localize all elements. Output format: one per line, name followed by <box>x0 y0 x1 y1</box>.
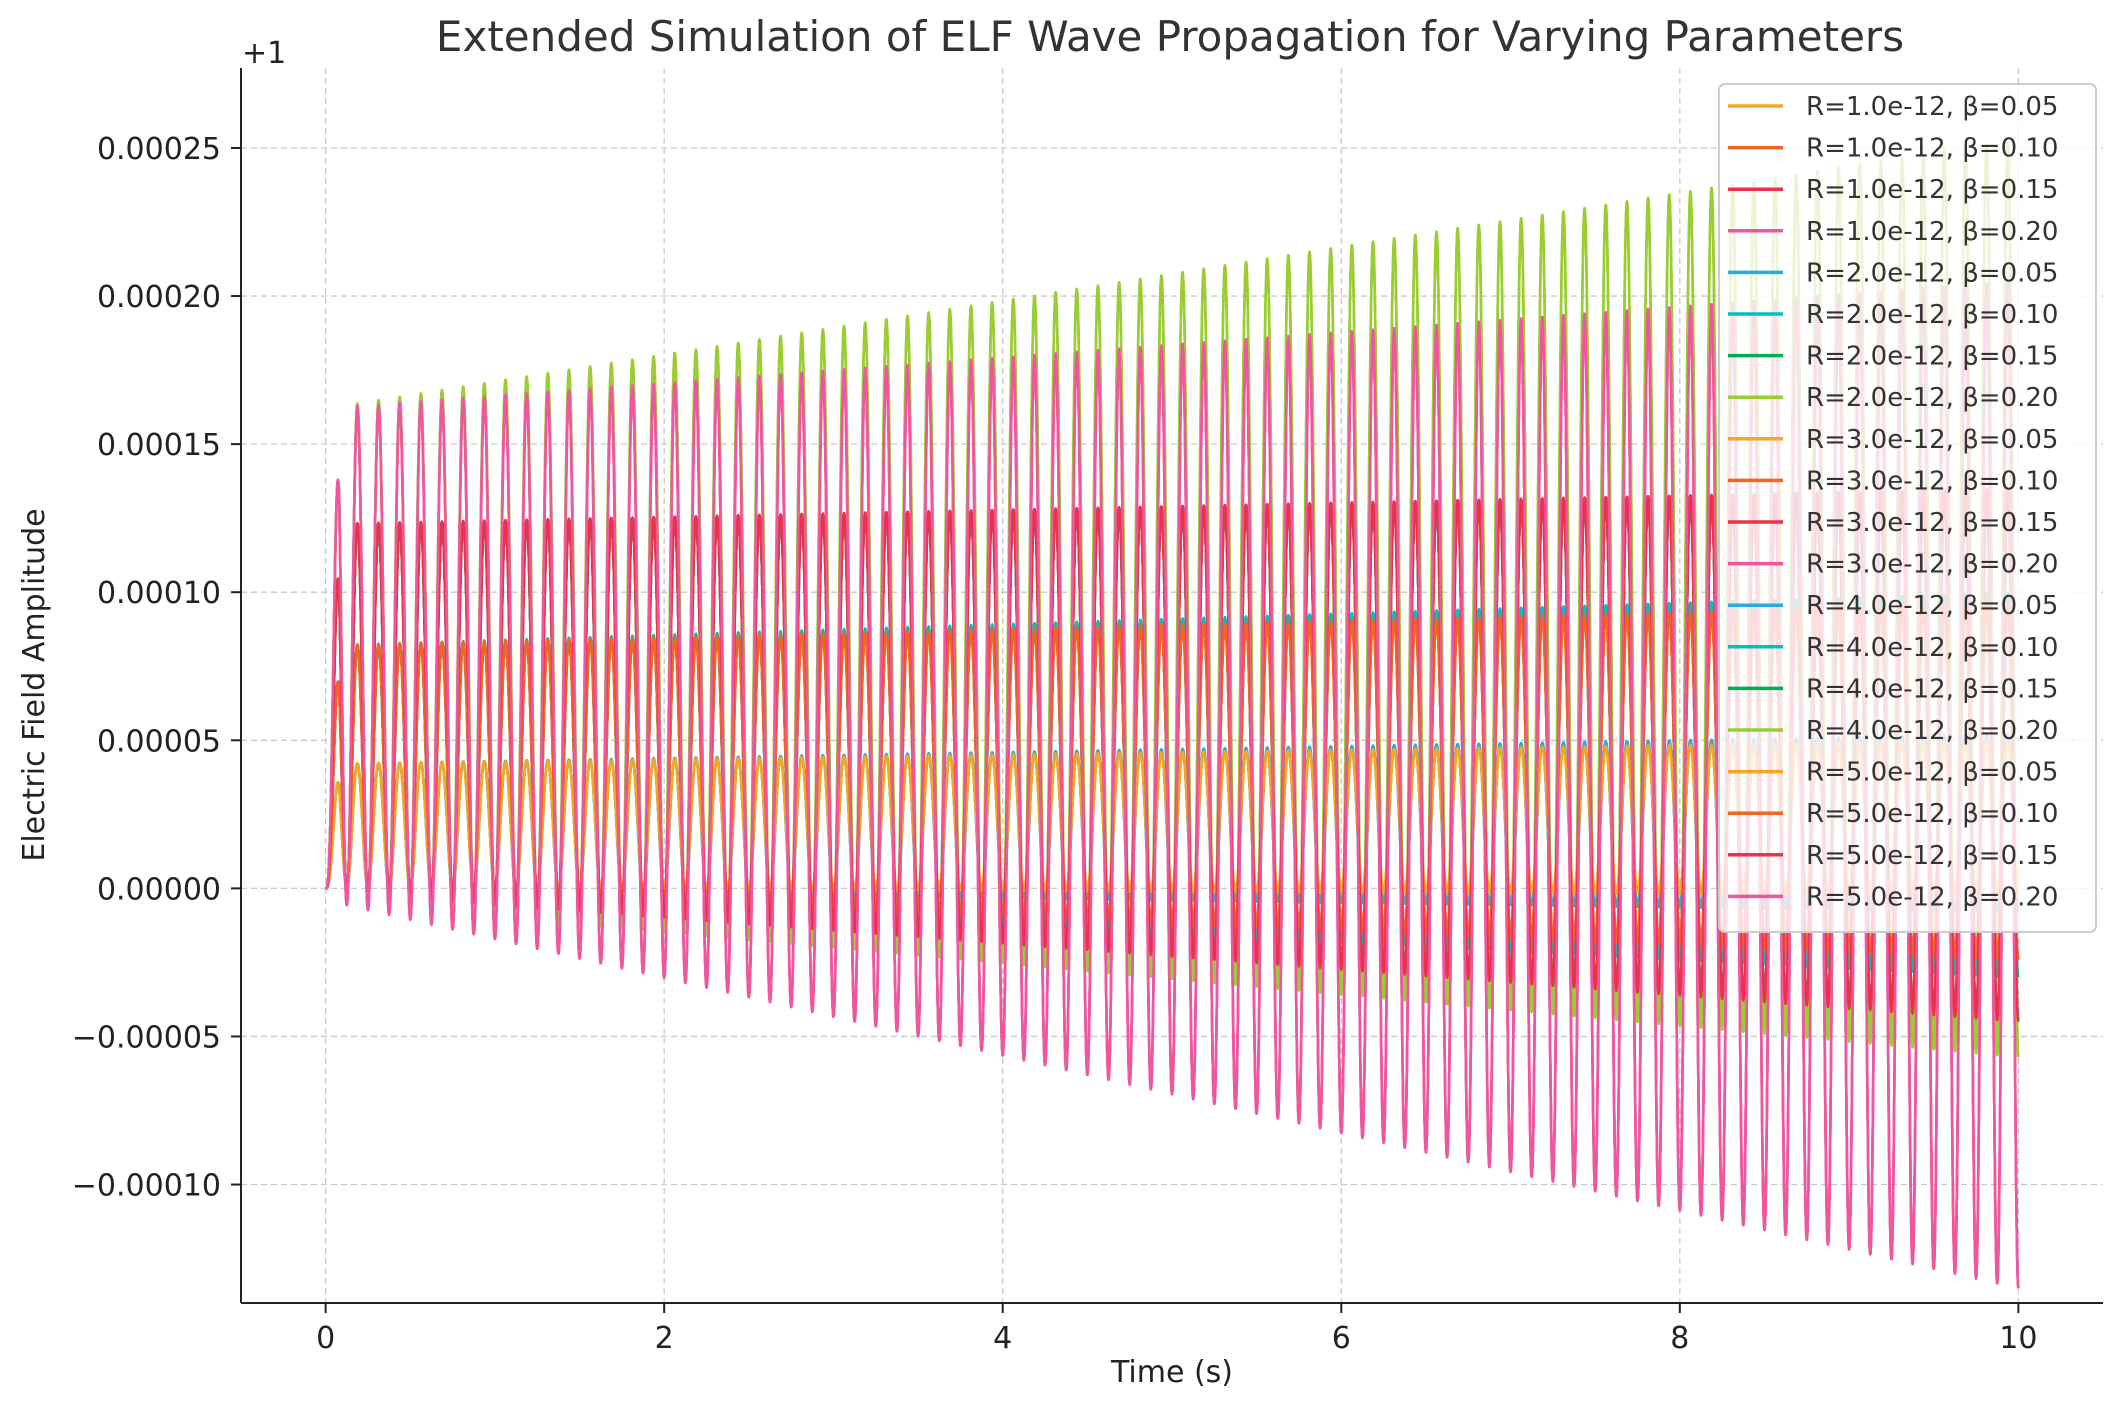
legend-label: R=5.0e-12, β=0.20 <box>1806 882 2058 912</box>
x-tick-label: 8 <box>1670 1321 1689 1356</box>
legend-label: R=4.0e-12, β=0.10 <box>1806 633 2058 663</box>
legend-label: R=3.0e-12, β=0.15 <box>1806 508 2058 538</box>
y-tick-label: −0.00010 <box>72 1169 221 1204</box>
legend-label: R=5.0e-12, β=0.15 <box>1806 841 2058 871</box>
y-tick-label: 0.00020 <box>97 280 221 315</box>
legend-label: R=2.0e-12, β=0.10 <box>1806 300 2058 330</box>
legend-label: R=2.0e-12, β=0.15 <box>1806 342 2058 372</box>
legend-label: R=2.0e-12, β=0.05 <box>1806 258 2058 288</box>
legend: R=1.0e-12, β=0.05 R=1.0e-12, β=0.10 R=1.0e… <box>1718 83 2097 933</box>
y-tick-label: 0.00010 <box>97 576 221 611</box>
y-tick-label: 0.00015 <box>97 428 221 463</box>
x-axis-label: Time (s) <box>1110 1355 1233 1390</box>
legend-label: R=4.0e-12, β=0.05 <box>1806 591 2058 621</box>
y-tick-label: 0.00000 <box>97 872 221 907</box>
x-tick-label: 0 <box>316 1321 335 1356</box>
y-tick-label: −0.00005 <box>72 1020 221 1055</box>
legend-label: R=3.0e-12, β=0.05 <box>1806 425 2058 455</box>
legend-label: R=4.0e-12, β=0.15 <box>1806 674 2058 704</box>
legend-label: R=1.0e-12, β=0.20 <box>1806 217 2058 247</box>
legend-label: R=2.0e-12, β=0.20 <box>1806 383 2058 413</box>
y-axis-label: Electric Field Amplitude <box>17 508 52 861</box>
legend-label: R=3.0e-12, β=0.20 <box>1806 550 2058 580</box>
tick-layer: 0 2 4 6 8 10 −0.00010 −0.00005 0.00000 0.00005 0.0… <box>72 132 2038 1356</box>
legend-label: R=1.0e-12, β=0.10 <box>1806 134 2058 164</box>
legend-label: R=3.0e-12, β=0.10 <box>1806 466 2058 496</box>
legend-label: R=1.0e-12, β=0.05 <box>1806 92 2058 122</box>
x-tick-label: 6 <box>1332 1321 1351 1356</box>
legend-label: R=5.0e-12, β=0.10 <box>1806 799 2058 829</box>
legend-label: R=4.0e-12, β=0.20 <box>1806 716 2058 746</box>
y-tick-label: 0.00025 <box>97 132 221 167</box>
axes-layer <box>240 68 2103 1304</box>
legend-label: R=1.0e-12, β=0.15 <box>1806 175 2058 205</box>
y-offset-label: +1 <box>242 36 286 71</box>
legend-frame <box>1718 83 2097 933</box>
x-tick-label: 2 <box>655 1321 674 1356</box>
x-tick-label: 10 <box>1999 1321 2037 1356</box>
chart-title: Extended Simulation of ELF Wave Propagat… <box>436 12 1904 61</box>
x-tick-label: 4 <box>993 1321 1012 1356</box>
legend-label: R=5.0e-12, β=0.05 <box>1806 758 2058 788</box>
y-tick-label: 0.00005 <box>97 724 221 759</box>
